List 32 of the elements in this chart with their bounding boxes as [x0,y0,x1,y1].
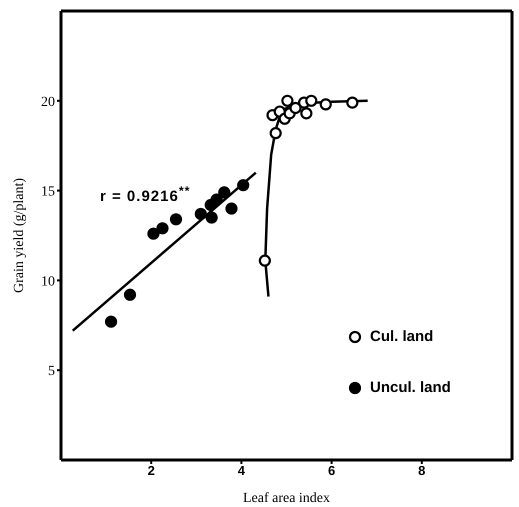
point [300,107,312,120]
point [258,254,271,267]
point [225,202,238,215]
point [346,96,358,109]
y-axis-title: Grain yield (g/plant) [12,178,27,294]
annotation: r = 0.9216$^{**}$ [100,184,191,205]
point [194,208,207,220]
point [170,213,182,226]
point [147,228,160,240]
point [104,316,118,328]
x-tick-label: 2 [148,463,155,478]
y-tick-label: 10 [41,274,55,290]
point [210,193,223,206]
y-tick-label: 5 [48,364,55,380]
point [124,288,136,301]
point [281,94,294,107]
point [289,102,302,114]
point [206,211,218,224]
point [218,186,230,198]
legend-label: Cul. land [370,328,434,345]
x-tick-label: 4 [238,463,246,478]
y-tick-label: 15 [41,184,55,200]
legend-label: Uncul. land [370,379,451,396]
point [270,127,282,140]
point [237,179,250,192]
point [320,98,332,110]
point [305,94,318,107]
x-tick-label: 8 [418,463,426,478]
point [156,222,169,234]
x-tick-label: 6 [328,463,336,478]
x-axis-title: Leaf area index [242,491,330,506]
y-tick-label: 20 [41,94,55,110]
